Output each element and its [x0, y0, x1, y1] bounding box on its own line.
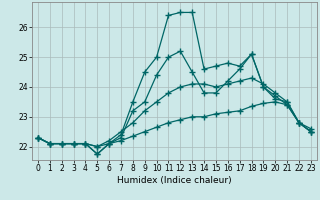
- X-axis label: Humidex (Indice chaleur): Humidex (Indice chaleur): [117, 176, 232, 185]
